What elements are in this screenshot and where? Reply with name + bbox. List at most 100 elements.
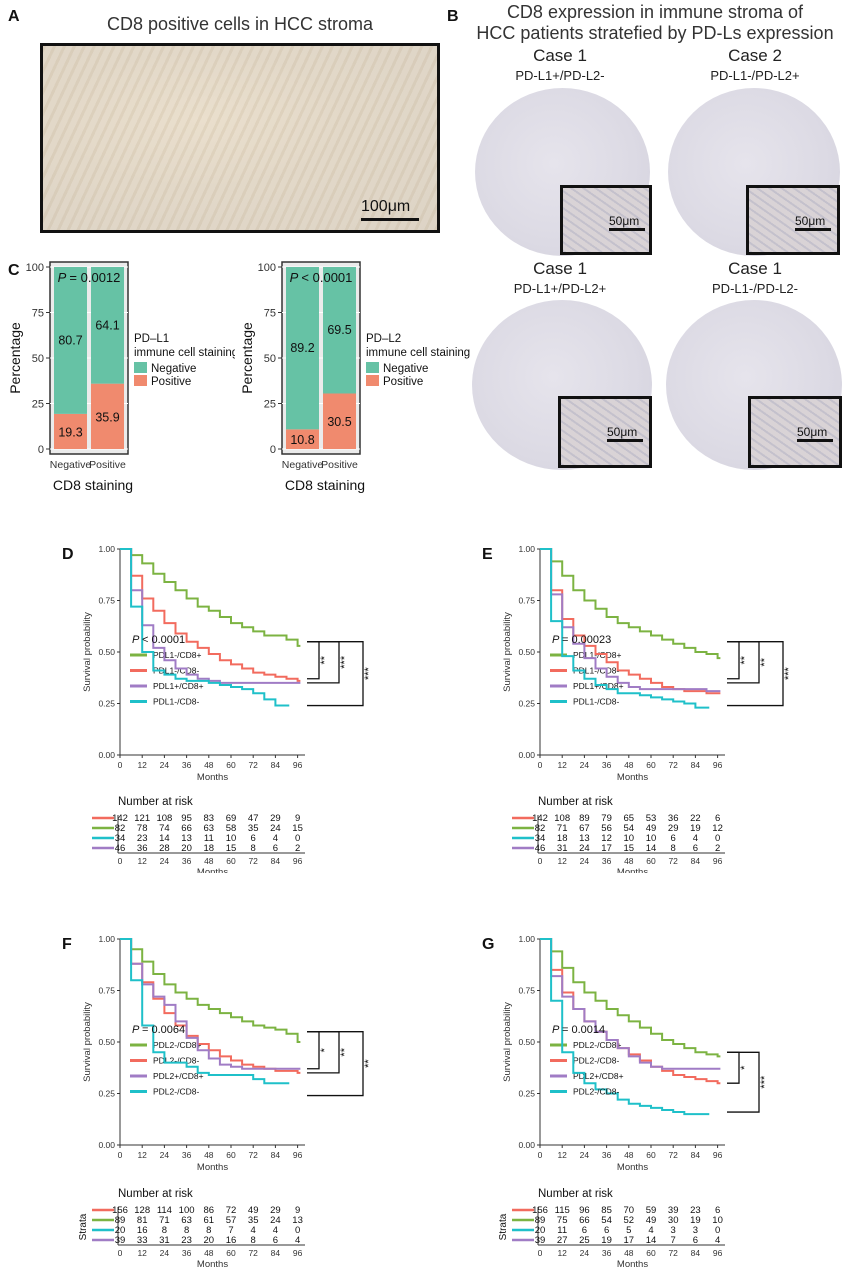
bar-positive	[91, 383, 124, 449]
panel-label: F	[62, 936, 72, 953]
panel-label: G	[482, 936, 494, 953]
risk-x-tick-label: 72	[668, 856, 678, 866]
significance-bracket	[307, 1031, 320, 1070]
x-tick-label: 48	[624, 1150, 634, 1160]
risk-x-tick-label: 84	[691, 856, 701, 866]
risk-cell: 2	[295, 843, 300, 854]
x-tick-label: 12	[557, 1150, 567, 1160]
risk-cell: 11	[557, 1225, 567, 1236]
y-tick-label: 0.75	[98, 986, 115, 996]
bar-positive	[54, 413, 87, 449]
x-tick-label: Positive	[89, 459, 126, 471]
risk-cell: 8	[162, 1225, 167, 1236]
x-tick-label: 96	[713, 760, 723, 770]
survival-curve	[120, 548, 301, 647]
km-plot-f: F 0.00 0.25 0.50 0.75 1.00 0 12 24 36 48 60 72 84 96 Mo…	[62, 934, 375, 1173]
x-tick-label: 24	[160, 760, 170, 770]
significance-stars: *	[739, 1065, 751, 1070]
y-tick-label: 0.75	[98, 596, 115, 606]
legend-subtitle: immune cell staining	[366, 347, 470, 359]
risk-cell: 86	[204, 1205, 215, 1216]
legend-label: PDL2-/CD8+	[573, 1040, 621, 1050]
risk-cell: 19	[690, 1215, 701, 1226]
y-tick-label: 1.00	[98, 934, 115, 944]
x-axis-label: Months	[197, 772, 228, 783]
risk-cell: 28	[159, 843, 170, 854]
risk-cell: 20	[181, 843, 192, 854]
risk-cell: 96	[579, 1205, 590, 1216]
panel-label: D	[62, 546, 74, 563]
risk-x-tick-label: 60	[226, 856, 236, 866]
risk-cell: 63	[181, 1215, 192, 1226]
panel-a-micrograph: 100μm	[40, 43, 440, 233]
risk-cell: 156	[112, 1205, 128, 1216]
risk-x-tick-label: 48	[624, 1248, 634, 1258]
risk-cell: 75	[557, 1215, 568, 1226]
risk-cell: 49	[646, 1215, 657, 1226]
risk-cell: 142	[112, 813, 128, 824]
risk-x-tick-label: 36	[182, 856, 192, 866]
risk-cell: 17	[624, 1235, 635, 1246]
legend-label: PDL2-/CD8-	[153, 1056, 199, 1066]
inset-texture	[749, 188, 837, 252]
significance-bracket	[307, 1031, 364, 1097]
y-tick-label: 0.25	[518, 699, 535, 709]
risk-x-tick-label: 96	[713, 1248, 723, 1258]
x-tick-label: 48	[204, 1150, 214, 1160]
x-tick-label: 0	[118, 760, 123, 770]
risk-cell: 85	[601, 1205, 612, 1216]
risk-cell: 6	[273, 1235, 278, 1246]
legend-label: PDL2-/CD8-	[573, 1087, 619, 1097]
bar-chart-pd-l2: 0 25 50 75 100 89.2 10.8 Negative 69.5 30.5 Positi…	[239, 261, 470, 493]
bar-value-positive: 19.3	[58, 425, 82, 439]
x-axis-label: Months	[617, 772, 648, 783]
risk-cell: 17	[601, 843, 612, 854]
y-tick-label: 50	[32, 353, 44, 365]
significance-bracket	[307, 641, 320, 680]
survival-curve	[540, 938, 721, 1070]
case-1-inset: 50μm	[560, 185, 652, 255]
strata-label: Strata	[78, 1213, 89, 1240]
risk-x-axis-label: Months	[197, 867, 228, 873]
p-value-label: P = 0.0064	[132, 1024, 185, 1036]
risk-cell: 6	[715, 1205, 720, 1216]
panel-b-title-1: CD8 expression in immune stroma of	[506, 2, 804, 22]
case-2-subtitle: PD-L1-/PD-L2+	[710, 68, 800, 83]
risk-x-tick-label: 84	[691, 1248, 701, 1258]
risk-cell: 156	[532, 1205, 548, 1216]
risk-cell: 31	[557, 843, 568, 854]
x-axis-label: Months	[197, 1162, 228, 1173]
risk-cell: 39	[535, 1235, 546, 1246]
bar-value-positive: 10.8	[290, 433, 314, 447]
x-axis-label: CD8 staining	[53, 477, 133, 493]
case-2-title: Case 2	[728, 46, 782, 65]
risk-cell: 4	[295, 1235, 300, 1246]
significance-stars: *	[319, 1047, 331, 1052]
significance-bracket	[727, 641, 740, 680]
survival-curve	[540, 938, 721, 1085]
legend-label: PDL2+/CD8+	[573, 1071, 624, 1081]
risk-cell: 15	[292, 823, 303, 834]
risk-cell: 81	[137, 1215, 148, 1226]
x-tick-label: 12	[557, 760, 567, 770]
risk-x-tick-label: 72	[668, 1248, 678, 1258]
risk-cell: 82	[535, 823, 546, 834]
risk-cell: 9	[295, 1205, 300, 1216]
x-tick-label: 60	[646, 760, 656, 770]
bar-negative	[54, 267, 87, 414]
risk-cell: 19	[601, 1235, 612, 1246]
y-tick-label: 25	[32, 399, 44, 411]
x-tick-label: 96	[293, 1150, 303, 1160]
case-4-subtitle: PD-L1-/PD-L2-	[712, 281, 798, 296]
risk-cell: 128	[134, 1205, 150, 1216]
risk-cell: 5	[626, 1225, 631, 1236]
legend-label: PDL2-/CD8-	[573, 1056, 619, 1066]
case-1-title: Case 1	[533, 46, 587, 65]
case-3-subtitle: PD-L1+/PD-L2+	[513, 281, 607, 296]
panel-a-title: CD8 positive cells in HCC stroma	[106, 14, 374, 34]
significance-stars: **	[319, 655, 331, 664]
x-tick-label: 84	[691, 1150, 701, 1160]
risk-cell: 31	[159, 1235, 170, 1246]
legend-label-negative: Negative	[151, 363, 196, 375]
